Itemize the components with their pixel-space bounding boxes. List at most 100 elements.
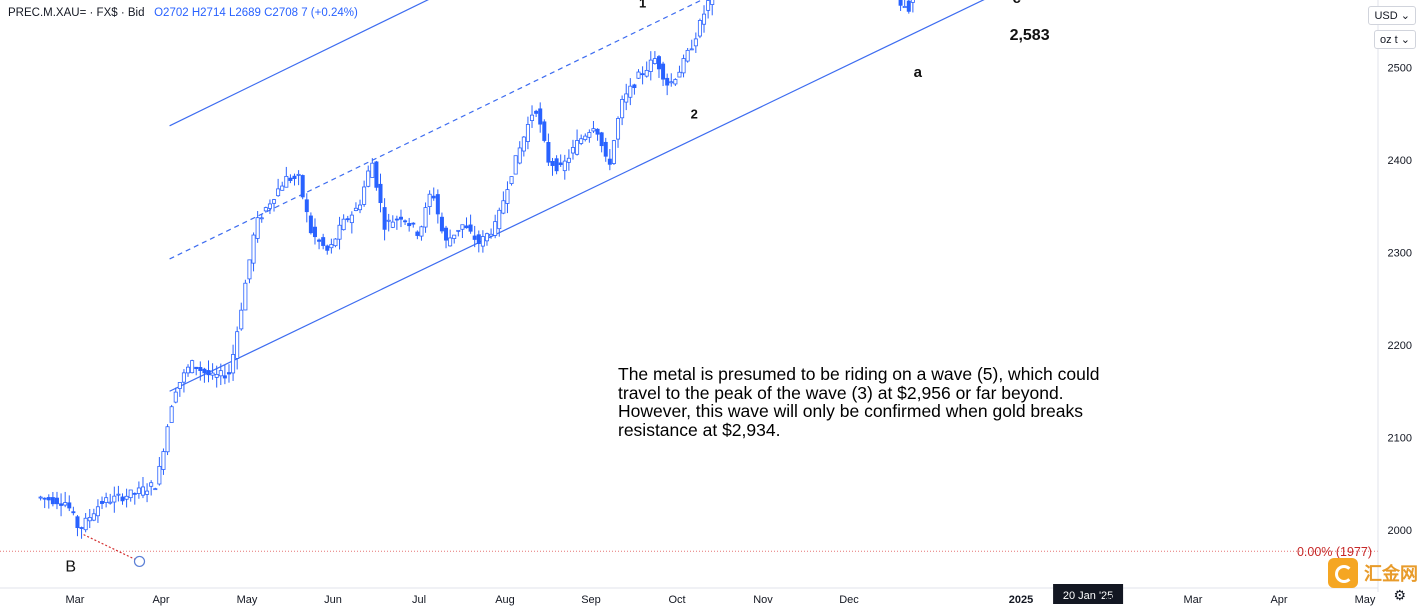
candle-body — [607, 158, 612, 165]
candle-body — [83, 517, 88, 531]
candle-body — [280, 185, 285, 191]
candle-body — [546, 142, 551, 163]
candlesticks — [38, 0, 915, 568]
candle-body — [669, 81, 674, 84]
candle-body — [898, 0, 903, 6]
candle-body — [673, 79, 678, 85]
candle-body — [493, 221, 498, 236]
time-tick-label: 2025 — [1009, 594, 1033, 606]
candle-body — [374, 161, 379, 188]
channel-lower-line — [169, 0, 985, 392]
marker-circle — [133, 555, 146, 568]
candle-body — [145, 490, 150, 495]
candle-body — [624, 93, 629, 103]
candle-body — [558, 162, 563, 166]
currency-button[interactable]: USD ⌄ — [1368, 6, 1416, 25]
high-value: H2714 — [191, 7, 226, 19]
candle-body — [87, 517, 92, 522]
candle-body — [333, 238, 338, 247]
gear-icon[interactable]: ⚙ — [1393, 587, 1406, 603]
candle-body — [407, 223, 412, 227]
candle-body — [656, 56, 661, 70]
candle-body — [214, 373, 219, 378]
time-tick-label: Apr — [1270, 594, 1287, 606]
candle-body — [693, 38, 698, 47]
candle-body — [550, 161, 555, 166]
wave-label: c — [1013, 0, 1021, 7]
candle-body — [251, 234, 256, 264]
time-badge-label: 20 Jan '25 — [1063, 590, 1113, 602]
candle-body — [247, 259, 252, 280]
watermark-logo-icon — [1328, 558, 1358, 588]
candle-body — [611, 140, 616, 164]
candle-body — [325, 245, 330, 251]
candle-body — [444, 227, 449, 241]
candle-body — [677, 71, 682, 78]
candle-body — [489, 233, 494, 237]
candle-body — [562, 160, 567, 172]
candle-body — [100, 501, 105, 504]
candle-body — [186, 366, 191, 374]
candle-body — [341, 218, 346, 231]
candle-body — [181, 372, 186, 383]
candle-body — [231, 354, 236, 374]
candle-body — [370, 162, 375, 178]
watermark-text: 汇金网 — [1364, 564, 1418, 584]
candle-body — [616, 118, 621, 140]
candle-body — [554, 158, 559, 172]
candle-body — [136, 487, 141, 494]
candle-body — [513, 155, 518, 175]
candle-body — [644, 69, 649, 77]
candle-body — [104, 497, 109, 503]
symbol-name[interactable]: PREC.M.XAU= — [8, 7, 87, 19]
fibonacci-levels: 361.80% (3131)338.20% (3056)323.60% (301… — [0, 545, 1378, 559]
unit-button[interactable]: oz t ⌄ — [1373, 30, 1416, 49]
candle-body — [255, 217, 260, 239]
candle-body — [345, 218, 350, 221]
candle-body — [140, 486, 145, 496]
candle-body — [366, 170, 371, 187]
candle-body — [599, 132, 604, 147]
candle-body — [353, 207, 358, 211]
candle-body — [665, 77, 670, 86]
candle-body — [386, 219, 391, 222]
time-tick-label: Apr — [152, 594, 169, 606]
candle-body — [448, 237, 453, 247]
candle-body — [157, 465, 162, 485]
time-tick-label: Jun — [324, 594, 342, 606]
candle-body — [472, 235, 477, 240]
time-tick-label: Aug — [495, 594, 515, 606]
candle-body — [67, 502, 72, 509]
price-tick-label: 2100 — [1388, 433, 1412, 445]
candle-body — [243, 282, 248, 311]
candle-body — [267, 203, 272, 209]
candle-body — [579, 138, 584, 144]
candle-body — [710, 0, 715, 5]
time-tick-label: Mar — [66, 594, 85, 606]
candle-body — [263, 207, 268, 212]
candle-body — [570, 147, 575, 154]
candle-body — [149, 482, 154, 487]
candle-body — [317, 239, 322, 242]
time-tick-label: Nov — [753, 594, 773, 606]
candle-body — [648, 59, 653, 72]
candle-body — [378, 183, 383, 204]
candle-body — [173, 391, 178, 403]
price-axis: 1900200021002200230024002500260027002800… — [1377, 0, 1412, 592]
currency-label: USD — [1374, 10, 1398, 22]
candle-body — [468, 224, 473, 232]
candle-body — [509, 176, 514, 184]
candle-body — [177, 382, 182, 389]
candle-body — [124, 495, 129, 500]
candle-body — [452, 234, 457, 239]
time-badge — [1053, 584, 1124, 604]
candle-body — [398, 216, 403, 220]
chevron-down-icon: ⌄ — [1400, 34, 1410, 46]
candle-body — [632, 84, 637, 89]
candle-body — [542, 121, 547, 141]
candle-body — [91, 513, 96, 521]
candle-body — [456, 229, 461, 232]
candle-body — [71, 511, 76, 514]
price-tick-label: 2500 — [1388, 63, 1412, 75]
